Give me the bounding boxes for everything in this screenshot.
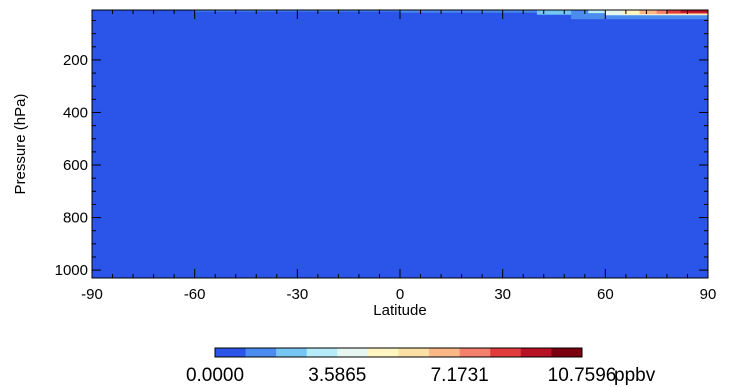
y-tick-label-3: 800: [63, 210, 88, 227]
field-region-1: [400, 10, 537, 13]
axes: -90 -60 -30 0 30 60 90 200 400 600 800 1000: [55, 10, 717, 303]
colorbar-swatch-10: [520, 348, 552, 357]
x-tick-label-1: -60: [184, 286, 206, 303]
colorbar-label-2: 7.1731: [431, 365, 489, 386]
colorbar-swatch-2: [276, 348, 308, 357]
y-tick-label-4: 1000: [55, 262, 88, 279]
colorbar-swatch-8: [459, 348, 491, 357]
y-tick-label-0: 200: [63, 52, 88, 69]
colorbar-swatch-11: [551, 348, 583, 357]
colorbar-swatch-6: [398, 348, 430, 357]
colorbar-swatch-1: [245, 348, 277, 357]
x-tick-label-5: 60: [597, 286, 614, 303]
colorbar-unit: ppbv: [614, 365, 656, 386]
colorbar-label-0: 0.0000: [186, 365, 244, 386]
field-region-10: [680, 10, 708, 13]
colorbar-swatch-5: [367, 348, 399, 357]
colorbar-swatch-4: [337, 348, 369, 357]
x-tick-label-2: -30: [286, 286, 308, 303]
x-axis-label: Latitude: [373, 302, 426, 319]
y-axis-label: Pressure (hPa): [12, 94, 29, 195]
colorbar-swatch-7: [429, 348, 460, 357]
colorbar: 0.0000 3.5865 7.1731 10.7596: [186, 347, 617, 386]
concentration-field: [92, 10, 708, 278]
colorbar-swatch-0: [215, 348, 246, 357]
colorbar-frame: [214, 347, 583, 358]
x-tick-label-0: -90: [81, 286, 103, 303]
y-tick-label-2: 600: [63, 157, 88, 174]
colorbar-label-1: 3.5865: [308, 365, 366, 386]
x-tick-label-3: 0: [396, 286, 404, 303]
colorbar-swatch-3: [306, 348, 338, 357]
field-background: [92, 10, 708, 278]
x-tick-label-6: 90: [700, 286, 717, 303]
y-tick-label-1: 400: [63, 104, 88, 121]
colorbar-label-3: 10.7596: [548, 365, 617, 386]
x-tick-label-4: 30: [494, 286, 511, 303]
colorbar-swatch-9: [490, 348, 522, 357]
